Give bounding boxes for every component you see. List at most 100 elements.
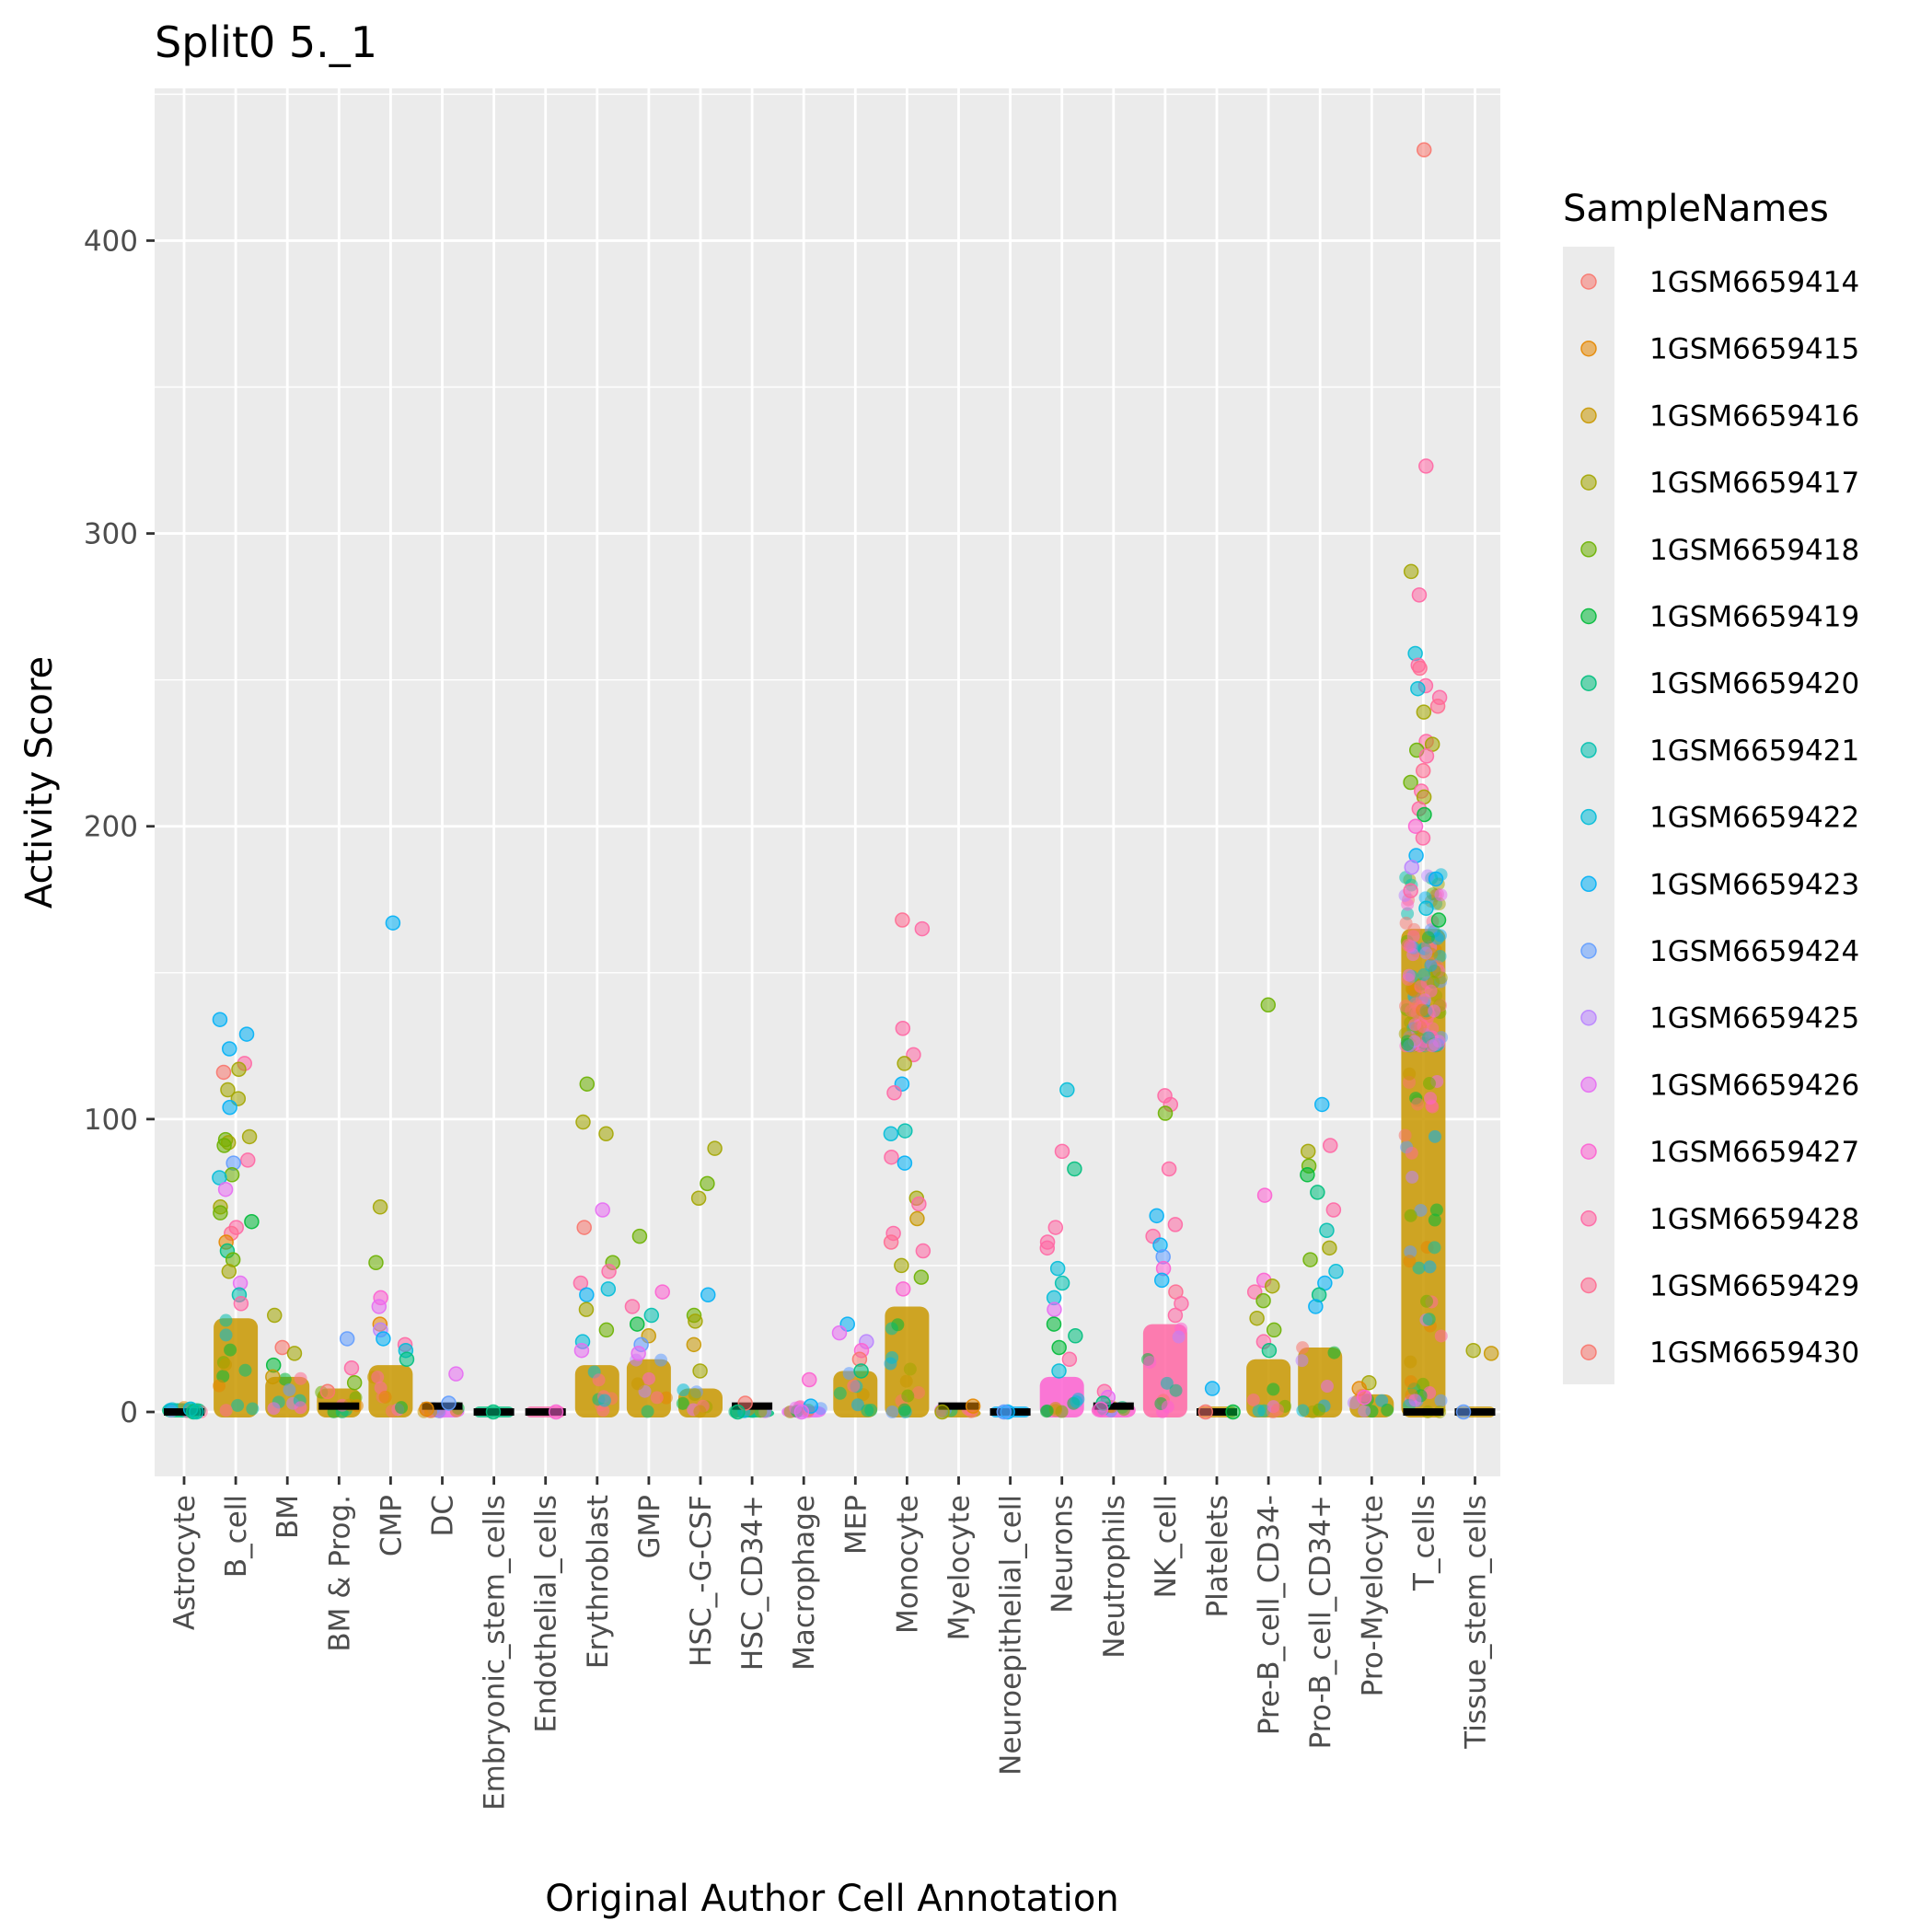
- legend-label: 1GSM6659423: [1649, 868, 1859, 901]
- data-point: [1296, 1404, 1310, 1417]
- legend-key: [1580, 675, 1597, 691]
- data-point: [909, 1210, 925, 1227]
- data-point: [1054, 1143, 1070, 1160]
- legend-label: 1GSM6659414: [1649, 266, 1859, 299]
- data-points: [182, 142, 1499, 1420]
- data-point: [1261, 1342, 1278, 1359]
- data-point: [1404, 1209, 1417, 1222]
- data-point: [1327, 1346, 1341, 1359]
- data-point: [1403, 1255, 1417, 1268]
- legend-label: 1GSM6659421: [1649, 735, 1859, 768]
- data-point: [1160, 1376, 1174, 1390]
- point-cluster: [1298, 1348, 1343, 1418]
- data-point: [1417, 967, 1431, 981]
- x-tick-label: B_cell: [220, 1495, 253, 1578]
- x-tick-label: Pre-B_cell_CD34-: [1253, 1495, 1286, 1735]
- data-point: [592, 1373, 606, 1387]
- data-point: [1483, 1346, 1499, 1361]
- data-point: [1172, 1330, 1186, 1344]
- x-axis: Astrocyte B_cell BM BM & Prog. CMP DC Embryoni…: [168, 1476, 1493, 1811]
- data-point: [1381, 1403, 1394, 1417]
- data-point: [1402, 968, 1416, 982]
- x-tick-label: Neuroepithelial_cell: [995, 1495, 1028, 1776]
- x-tick-label: Astrocyte: [168, 1495, 202, 1630]
- y-tick-label: 100: [84, 1104, 138, 1137]
- data-point: [485, 1404, 502, 1420]
- data-point: [915, 1243, 931, 1259]
- legend-key: [1580, 474, 1597, 491]
- y-tick-label: 400: [84, 225, 138, 258]
- data-point: [294, 1371, 307, 1385]
- data-point: [895, 1281, 911, 1297]
- data-point: [241, 1128, 258, 1145]
- data-point: [1405, 1146, 1418, 1160]
- data-point: [1153, 1272, 1170, 1289]
- legend-key: [1580, 1076, 1597, 1093]
- data-point: [1404, 1245, 1417, 1259]
- data-point: [1302, 1252, 1318, 1267]
- x-tick-label: DC: [427, 1495, 460, 1537]
- data-point: [372, 1199, 388, 1215]
- data-point: [1403, 774, 1418, 791]
- data-point: [1424, 958, 1438, 972]
- legend-key: [1580, 1210, 1597, 1227]
- data-point: [641, 1405, 654, 1418]
- x-tick-label: T_cells: [1407, 1495, 1440, 1591]
- data-point: [240, 1152, 256, 1168]
- data-point: [1260, 997, 1277, 1013]
- data-point: [894, 1257, 909, 1274]
- data-point: [1422, 1313, 1436, 1326]
- data-point: [1465, 1342, 1481, 1359]
- data-point: [1325, 1202, 1342, 1218]
- data-point: [642, 1371, 655, 1385]
- data-point: [1398, 1128, 1412, 1142]
- legend: SampleNames 1GSM6659414 1GSM6659415 1GSM66…: [1563, 188, 1859, 1384]
- data-point: [222, 1099, 237, 1116]
- data-point: [1225, 1404, 1241, 1420]
- data-point: [1415, 830, 1431, 846]
- legend-key: [1580, 943, 1597, 959]
- data-point: [368, 1255, 384, 1271]
- data-point: [1429, 1037, 1442, 1051]
- x-tick-label: Neutrophils: [1098, 1495, 1131, 1659]
- data-point: [1419, 946, 1433, 960]
- data-point: [1404, 860, 1420, 875]
- data-point: [448, 1366, 464, 1382]
- data-point: [1067, 1161, 1082, 1177]
- data-point: [1255, 1292, 1271, 1309]
- data-point: [897, 1056, 912, 1071]
- data-point: [1434, 971, 1448, 985]
- data-point: [1249, 1310, 1265, 1326]
- data-point: [631, 1377, 644, 1391]
- data-point: [654, 1284, 670, 1300]
- data-point: [850, 1398, 864, 1412]
- data-point: [847, 1379, 861, 1393]
- legend-key: [1580, 1009, 1597, 1026]
- data-point: [1416, 704, 1432, 720]
- data-point: [1420, 1294, 1434, 1308]
- legend-key: [1580, 1277, 1597, 1294]
- data-point: [1407, 922, 1421, 936]
- data-point: [891, 1318, 905, 1332]
- y-axis: 0 100 200 300 400: [84, 225, 155, 1429]
- y-axis-title: Activity Score: [18, 656, 61, 908]
- data-point: [219, 1404, 233, 1417]
- data-point: [1429, 699, 1446, 714]
- data-point: [1246, 1393, 1260, 1406]
- x-tick-label: HSC_-G-CSF: [685, 1495, 718, 1667]
- data-point: [1167, 1217, 1184, 1232]
- legend-key: [1580, 1143, 1597, 1160]
- legend-label: 1GSM6659422: [1649, 802, 1859, 835]
- data-point: [895, 1020, 911, 1036]
- data-point: [1423, 1260, 1437, 1274]
- data-point: [831, 1325, 848, 1341]
- data-point: [278, 1372, 292, 1386]
- data-point: [1357, 1389, 1372, 1406]
- data-point: [802, 1371, 817, 1388]
- data-point: [1428, 1004, 1441, 1018]
- data-point: [884, 1149, 899, 1165]
- data-point: [576, 1220, 592, 1235]
- data-point: [1046, 1316, 1062, 1332]
- data-point: [283, 1383, 296, 1397]
